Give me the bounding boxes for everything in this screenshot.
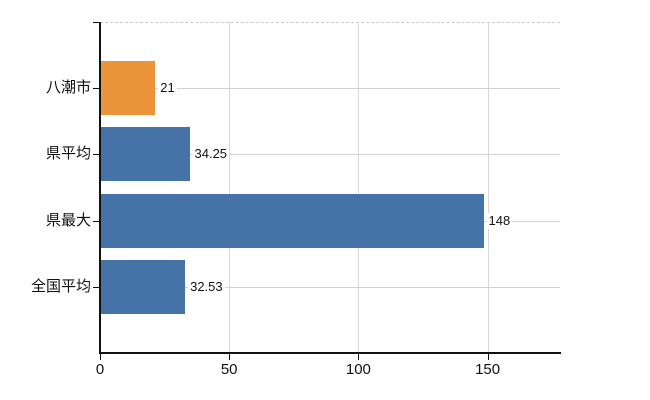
x-axis-line [99,352,561,354]
x-tick-label: 100 [345,361,371,378]
bar-value-label: 34.25 [192,146,230,163]
x-axis-tick [358,354,360,360]
y-axis-tick [93,154,100,156]
plot-top-gridline [100,22,560,23]
category-label: 八潮市 [45,79,91,97]
y-axis-tick [93,22,100,23]
x-axis-tick [100,354,101,360]
plot-area: 21 34.25 148 32.53 [100,22,560,353]
category-label: 県平均 [45,145,91,163]
category-label: 県最大 [45,211,91,229]
x-axis-tick [487,354,489,360]
bar-value-label: 32.53 [188,278,225,295]
x-axis-tick [229,354,231,360]
x-tick-label: 0 [95,361,105,378]
bar [101,193,484,248]
bar-value-label: 148 [486,212,513,229]
y-axis-tick [93,220,100,222]
y-axis-line [99,22,101,353]
horizontal-gridline [100,88,560,90]
vertical-gridline [487,22,489,353]
vertical-gridline [358,22,360,353]
vertical-gridline [229,22,231,353]
category-label: 全国平均 [30,277,91,295]
horizontal-gridline [100,154,560,156]
y-axis-tick [93,88,100,90]
x-tick-label: 150 [475,361,501,378]
horizontal-gridline [100,286,560,288]
bar-value-label: 21 [158,80,177,97]
y-axis-tick [93,286,100,288]
bar [101,127,190,182]
bar [101,61,156,116]
bar [101,259,186,314]
x-tick-label: 50 [220,361,238,378]
